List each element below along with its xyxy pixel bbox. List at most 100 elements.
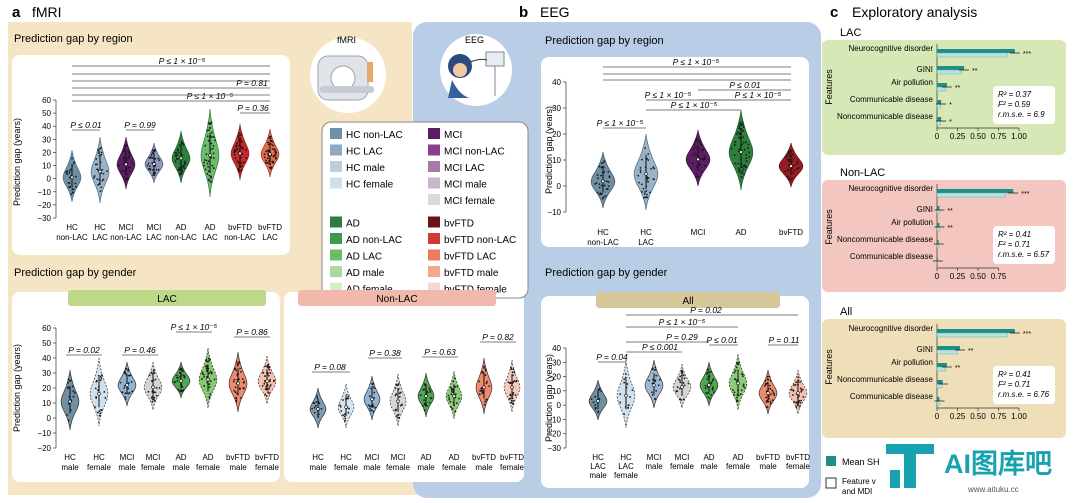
violin-point [270,143,273,146]
violin-point [272,155,275,158]
violin-point [631,389,634,392]
feature-label: Air pollution [891,218,933,227]
eeg-gender-title: Prediction gap by gender [545,267,668,279]
violin-point [212,157,215,160]
violin-point [127,392,130,395]
violin-point [651,391,653,394]
x-label-line1: HC [312,453,324,462]
fmri-gender-xlabels: HCmaleHCfemaleMCImaleMCIfemaleADmaleADfe… [61,453,524,472]
stat-label: P ≤ 0.001 [642,342,678,352]
watermark-logo-icon [886,444,934,488]
violin-point [118,164,121,167]
violin-median [796,391,800,395]
violin-point [265,159,267,162]
x-label-line1: HC [93,453,105,462]
violin-point [106,170,108,172]
violin-point [271,161,274,163]
violin-point [641,191,643,193]
stats-line: R² = 0.37 [998,90,1032,99]
violin-point [645,190,648,192]
tick-label: −20 [37,201,51,210]
violin-point [274,150,277,153]
eeg-region-card [541,57,809,247]
violin-point [737,167,740,170]
sig-stars: ** [968,348,974,355]
violin-point [510,366,512,369]
violin-point [72,390,75,393]
legend-swatch [428,216,440,228]
violin-point [768,395,770,397]
violin-point [100,374,103,377]
violin-point [268,366,271,368]
violin-point [155,394,158,397]
feature-label: Communicable disease [850,392,934,401]
violin-point [208,396,211,399]
violin-point [652,178,655,181]
violin-point [152,369,155,372]
violin-point [183,160,186,163]
violin-point [742,123,744,126]
violin-point [99,379,102,382]
tick-label: 0 [47,414,52,423]
violin-point [512,392,515,394]
shap-bar [937,397,940,401]
violin-point [707,368,710,371]
violin-point [740,389,743,392]
x-label-line2: LAC [590,462,606,471]
violin-point [788,154,791,157]
violin-point [238,132,241,135]
violin-point [603,160,606,163]
violin-point [450,393,453,396]
violin-point [102,178,105,181]
violin-point [237,161,240,164]
violin-point [742,165,745,168]
violin-point [203,164,205,167]
violin-point [710,394,713,396]
violin-point [734,143,736,146]
importance-bar [936,69,962,75]
violin-point [151,151,154,154]
violin-point [507,381,510,384]
tick-label: 30 [552,358,561,367]
violin-point [422,388,425,391]
violin-point [240,133,243,136]
violin-point [348,407,350,410]
violin-point [367,404,370,407]
violin-point [765,396,767,399]
violin-point [68,171,71,174]
tick-label: 40 [42,354,51,363]
tick-label: 40 [552,344,561,353]
violin-point [733,154,736,157]
violin-point [234,149,236,152]
violin-point [400,403,403,406]
stat-label: P = 0.82 [482,332,514,342]
violin-point [706,371,709,374]
violin-point [738,170,740,172]
violin-point [177,376,180,379]
violin-point [209,123,212,125]
violin-point [209,127,211,129]
violin-point [126,157,129,160]
violin-point [96,168,99,171]
violin-point [126,144,129,147]
legend-swatch [428,266,440,277]
stat-label: P ≤ 1 × 10⁻⁵ [735,90,782,100]
stat-label: P ≤ 0.01 [70,120,102,130]
violin-point [275,156,277,159]
violin-median [124,162,128,167]
violin-point [594,395,597,398]
violin-point [608,175,611,178]
violin-point [125,367,127,370]
violin-point [152,174,155,177]
violin-point [657,384,660,387]
violin-point [676,386,679,389]
violin-point [208,174,211,177]
violin-point [481,370,484,373]
violin-point [644,191,646,193]
violin-point [99,375,102,378]
violin-point [121,391,124,394]
violin-point [643,192,646,195]
violin-point [484,368,487,371]
legend-label: AD male [346,268,385,279]
legend-label: HC LAC [346,147,383,158]
